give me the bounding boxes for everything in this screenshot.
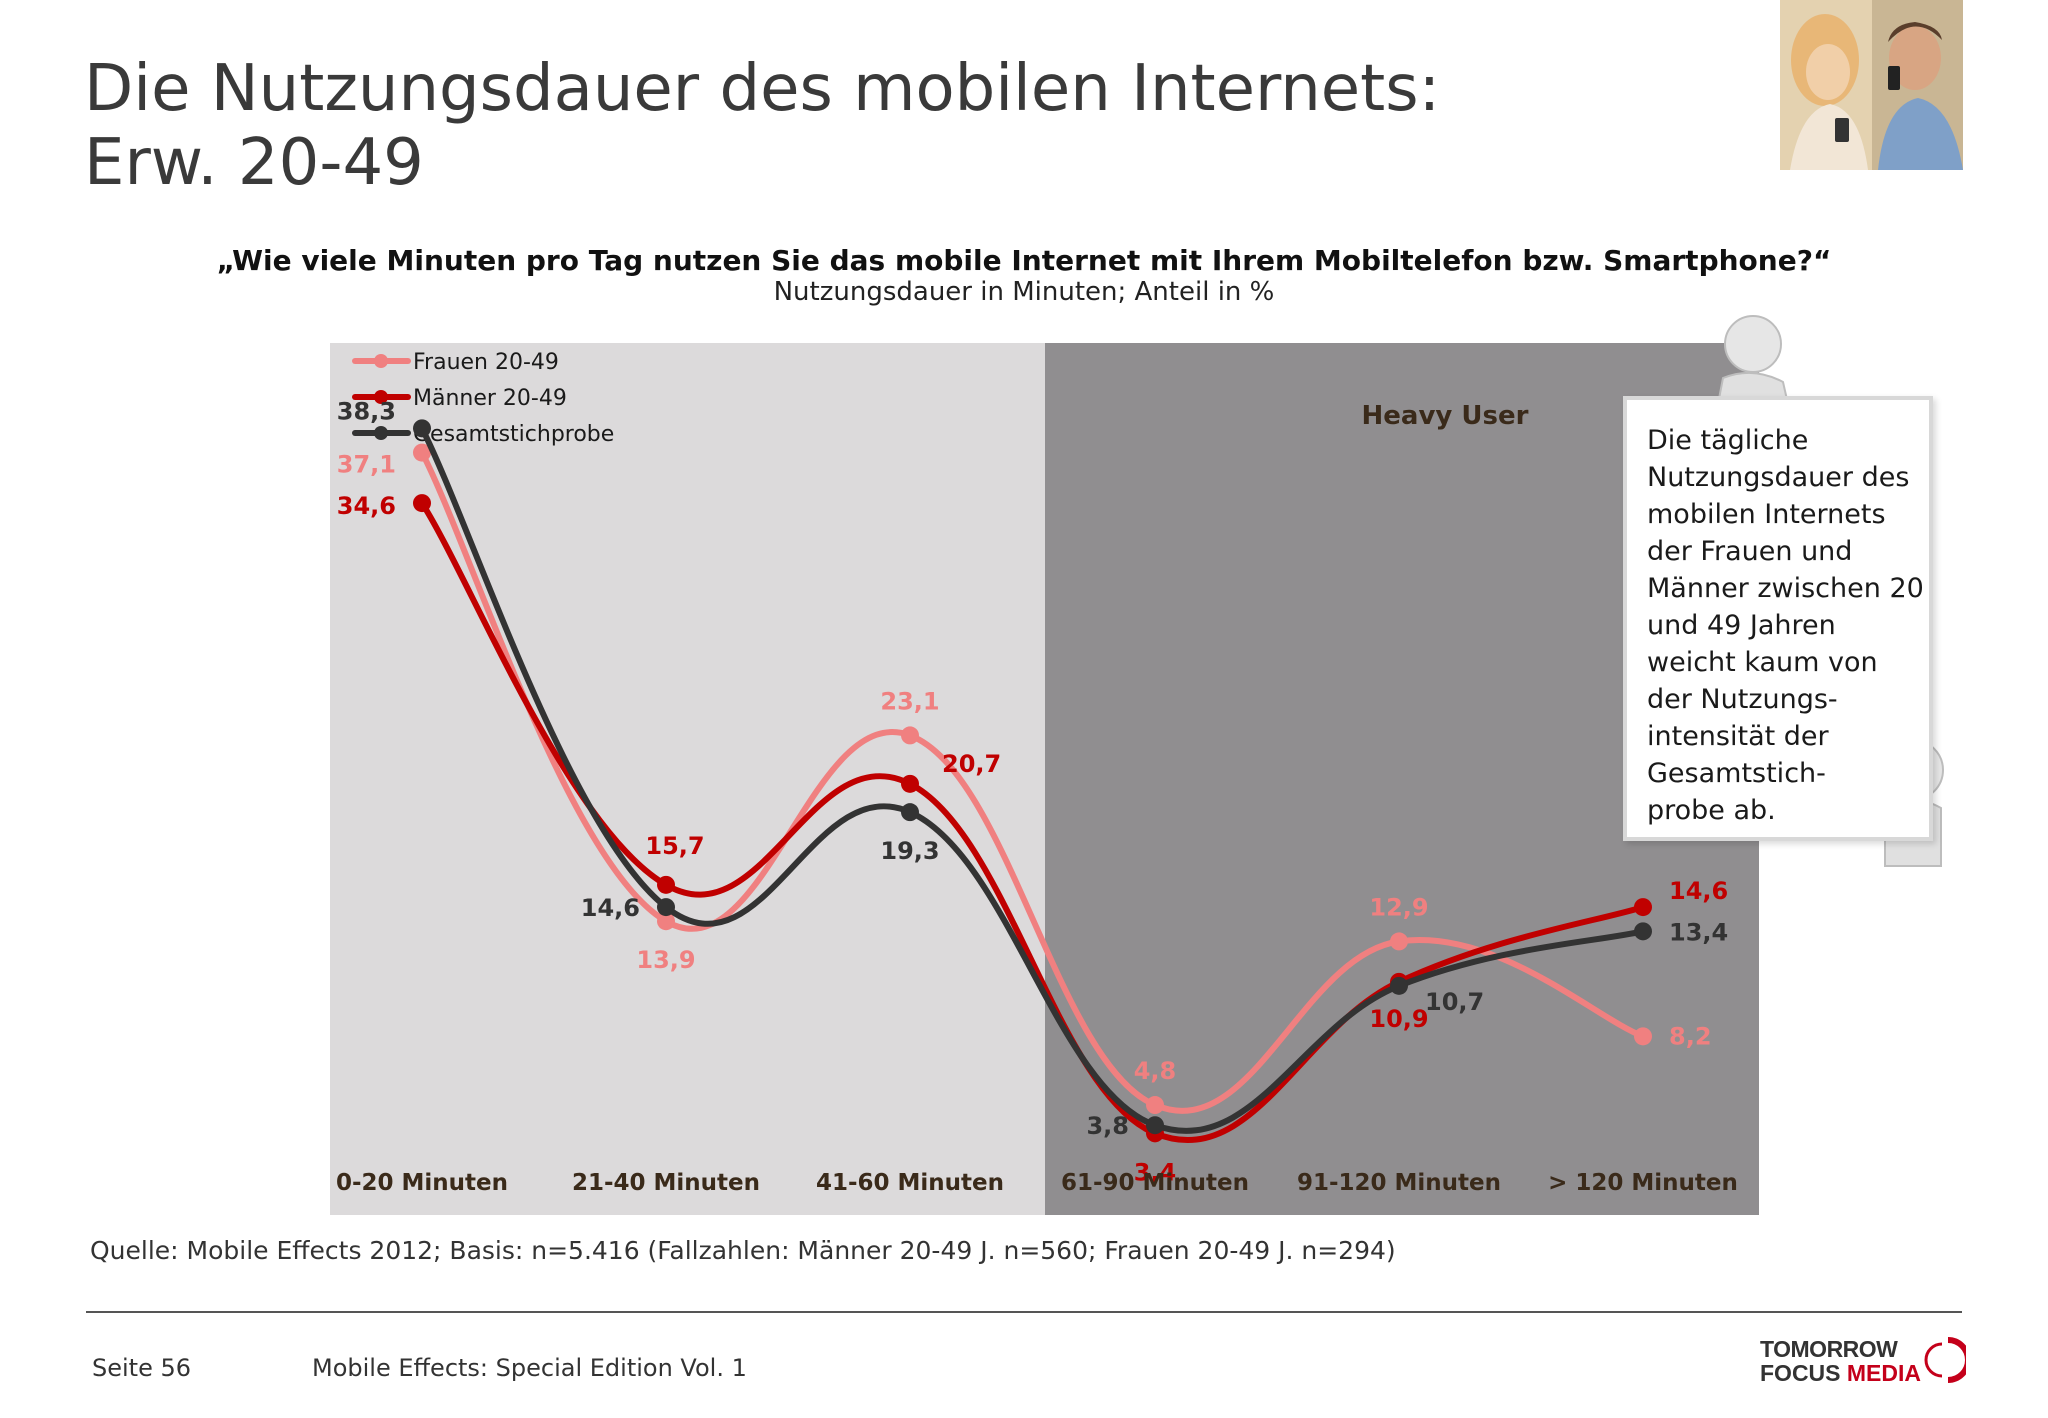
data-label: 34,6 [337, 492, 396, 520]
data-label: 38,3 [337, 397, 396, 425]
data-label: 19,3 [880, 837, 939, 865]
data-label: 3,4 [1134, 1158, 1177, 1186]
callout-line: der Nutzungs- [1647, 684, 1838, 715]
callout-box: Die tägliche Nutzungsdauer des mobilen I… [1623, 315, 1944, 867]
data-point [413, 494, 431, 513]
callout-line: und 49 Jahren [1647, 610, 1836, 641]
page-title-line1: Die Nutzungsdauer des mobilen Internets: [84, 52, 1441, 126]
chart-legend: Frauen 20-49 Männer 20-49 Gesamtstichprobe [352, 350, 614, 447]
x-tick-label: 0-20 Minuten [336, 1170, 508, 1196]
company-logo: TOMORROW FOCUS MEDIA [1760, 1336, 1970, 1388]
data-label: 37,1 [337, 451, 396, 479]
page-title-line2: Erw. 20-49 [84, 126, 424, 200]
callout-line: Nutzungsdauer des [1647, 462, 1910, 493]
plot-area-light [330, 343, 1045, 1215]
data-label: 10,7 [1425, 988, 1484, 1016]
data-point [1634, 898, 1652, 917]
data-label: 12,9 [1369, 893, 1428, 921]
data-point [901, 774, 919, 793]
callout-line: der Frauen und [1647, 536, 1853, 567]
callout-line: mobilen Internets [1647, 499, 1886, 530]
data-label: 20,7 [942, 750, 1001, 778]
callout-line: probe ab. [1647, 795, 1776, 826]
legend-item: Frauen 20-49 [352, 350, 559, 375]
logo-media: MEDIA [1846, 1360, 1922, 1386]
data-point [1146, 1096, 1164, 1115]
data-label: 3,8 [1086, 1112, 1129, 1140]
logo-focus: FOCUS [1760, 1360, 1841, 1386]
data-point [1390, 932, 1408, 951]
series-frauen-20-49: 37,1 13,9 23,1 4,8 12,9 8,2 [337, 443, 1712, 1115]
callout-text: Die tägliche Nutzungsdauer des mobilen I… [1647, 422, 1927, 829]
legend-label: Männer 20-49 [413, 386, 567, 411]
legend-swatch-dot [374, 390, 388, 404]
data-point [1634, 1027, 1652, 1046]
callout-line: Männer zwischen 20 [1647, 573, 1924, 604]
x-tick-label: 61-90 Minuten [1061, 1170, 1249, 1196]
data-label: 10,9 [1369, 1005, 1428, 1033]
edition-label: Mobile Effects: Special Edition Vol. 1 [312, 1354, 747, 1382]
legend-label: Frauen 20-49 [413, 350, 559, 375]
data-point [413, 443, 431, 462]
callout-line: Die tägliche [1647, 425, 1809, 456]
callout-line: Gesamtstich- [1647, 758, 1826, 789]
footer-divider [86, 1311, 1962, 1313]
data-label: 4,8 [1134, 1057, 1177, 1085]
data-label: 14,6 [1669, 877, 1728, 905]
couple-phone-photo [1780, 0, 1963, 170]
callout-line: weicht kaum von [1647, 647, 1878, 678]
callout-frame [1623, 396, 1933, 841]
unit-note: Nutzungsdauer in Minuten; Anteil in % [773, 277, 1275, 307]
x-tick-label: 41-60 Minuten [816, 1170, 1004, 1196]
data-point [657, 912, 675, 931]
legend-swatch-dot [374, 354, 388, 368]
logo-line1: TOMORROW [1760, 1336, 1898, 1362]
data-label: 13,9 [636, 946, 695, 974]
page-title: Die Nutzungsdauer des mobilen Internets:… [84, 52, 1584, 200]
page-number: Seite 56 [92, 1354, 192, 1382]
data-label: 23,1 [880, 687, 939, 715]
logo-mark-icon [1924, 1337, 1966, 1383]
legend-swatch-dot [374, 426, 388, 440]
legend-label: Gesamtstichprobe [413, 422, 614, 447]
data-point [1634, 922, 1652, 941]
chart-series: 37,1 13,9 23,1 4,8 12,9 8,2 34,6 15,7 20,7 3,4 10,… [337, 397, 1728, 1186]
x-tick-label: 91-120 Minuten [1297, 1170, 1501, 1196]
data-point [657, 875, 675, 894]
data-point [1390, 976, 1408, 995]
series-gesamtstichprobe: 38,3 14,6 19,3 3,8 10,7 13,4 [337, 397, 1728, 1140]
data-label: 14,6 [581, 894, 640, 922]
x-tick-label: > 120 Minuten [1548, 1170, 1738, 1196]
data-label: 8,2 [1669, 1022, 1712, 1050]
callout-line: intensität der [1647, 721, 1829, 752]
logo-line2: FOCUS MEDIA [1760, 1360, 1921, 1387]
data-point [901, 803, 919, 822]
data-point [901, 726, 919, 745]
data-point [1146, 1116, 1164, 1135]
survey-question: „Wie viele Minuten pro Tag nutzen Sie da… [216, 244, 1832, 277]
source-note: Quelle: Mobile Effects 2012; Basis: n=5.… [90, 1236, 1396, 1265]
data-label: 15,7 [645, 832, 704, 860]
legend-item: Männer 20-49 [352, 386, 567, 411]
data-point [413, 419, 431, 438]
heavy-user-label: Heavy User [1362, 401, 1529, 431]
data-point [657, 898, 675, 917]
data-label: 13,4 [1669, 918, 1728, 946]
x-axis-labels: 0-20 Minuten 21-40 Minuten 41-60 Minuten 61… [336, 1170, 1738, 1196]
x-tick-label: 21-40 Minuten [572, 1170, 760, 1196]
legend-item: Gesamtstichprobe [352, 422, 614, 447]
